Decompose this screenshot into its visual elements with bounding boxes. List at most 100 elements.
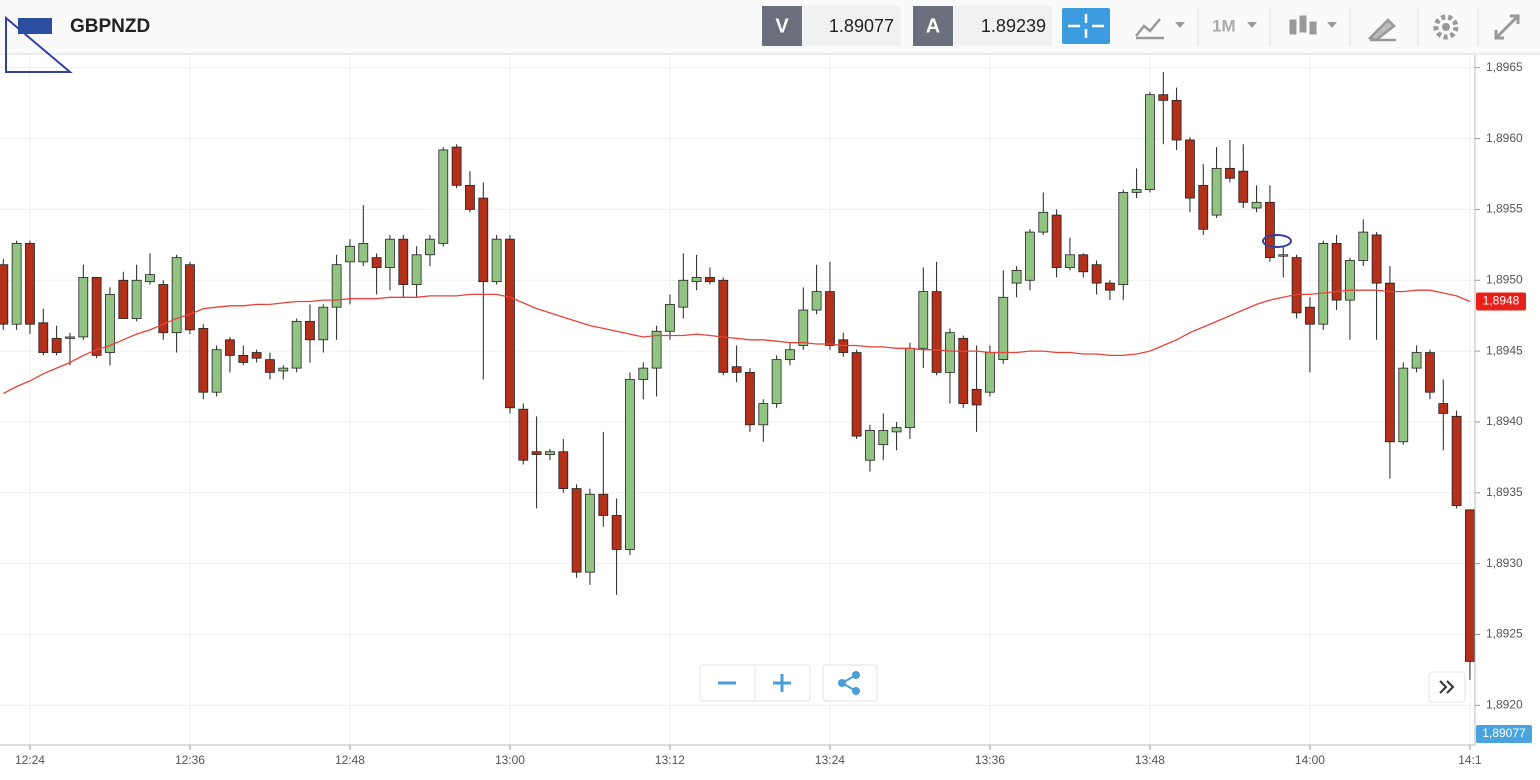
candle-body bbox=[865, 430, 875, 461]
dropdown-arrow bbox=[1175, 22, 1185, 28]
candle-body bbox=[491, 238, 502, 283]
ma-price-tag bbox=[1476, 292, 1526, 311]
candle-body bbox=[518, 408, 529, 461]
scroll-right-icon bbox=[1439, 680, 1455, 694]
moving-average-line bbox=[2, 289, 1471, 395]
candle-body bbox=[785, 349, 795, 361]
candle-body bbox=[678, 279, 689, 308]
candle-body bbox=[531, 451, 542, 455]
ma-price-label: 1,8948 bbox=[1483, 294, 1520, 308]
candle-body bbox=[998, 296, 1009, 361]
candle-body bbox=[1451, 415, 1462, 506]
y-tick-label: 1,8950 bbox=[1486, 272, 1523, 286]
candle-body bbox=[1118, 192, 1129, 285]
candle-body bbox=[398, 238, 409, 285]
candle-body bbox=[1131, 189, 1142, 193]
bid-letter: V bbox=[775, 15, 789, 37]
candle-body bbox=[798, 309, 809, 346]
candle-body bbox=[1011, 269, 1022, 284]
draw-icon[interactable] bbox=[1367, 18, 1396, 42]
highlight-marker bbox=[1262, 234, 1292, 248]
y-tick-label: 1,8925 bbox=[1486, 627, 1523, 641]
candle-icon[interactable] bbox=[1289, 15, 1317, 35]
grid bbox=[0, 55, 1475, 745]
candle-body bbox=[118, 279, 129, 319]
x-tick-label: 13:36 bbox=[975, 753, 1005, 767]
candle-body bbox=[505, 238, 515, 409]
candle-body bbox=[1251, 201, 1262, 209]
candle-body bbox=[11, 243, 22, 325]
bid-price-tag bbox=[1476, 725, 1532, 743]
zoom-in-button[interactable] bbox=[773, 674, 791, 692]
candle-body bbox=[131, 279, 142, 319]
x-tick-label: 13:24 bbox=[815, 753, 845, 767]
candle-body bbox=[1078, 254, 1089, 273]
candle-body bbox=[38, 322, 49, 353]
x-tick-label: 13:48 bbox=[1135, 753, 1165, 767]
candle-body bbox=[65, 336, 75, 339]
dropdown-arrow bbox=[1327, 22, 1337, 28]
bid-button[interactable] bbox=[762, 6, 802, 46]
x-tick-label: 12:48 bbox=[335, 753, 365, 767]
candle-body bbox=[958, 337, 969, 404]
x-tick-label: 14:00 bbox=[1295, 753, 1325, 767]
candle-body bbox=[305, 320, 315, 341]
candle-body bbox=[198, 328, 209, 393]
candle-body bbox=[211, 349, 222, 393]
candle-body bbox=[438, 149, 449, 244]
ask-price: 1.89239 bbox=[981, 16, 1046, 36]
crosshair-button[interactable] bbox=[1062, 8, 1110, 44]
candle-body bbox=[638, 367, 649, 380]
candle-body bbox=[1185, 139, 1195, 199]
candle-body bbox=[1438, 403, 1449, 414]
symbol: GBPNZD bbox=[70, 16, 150, 37]
candle-body bbox=[385, 238, 395, 268]
candle-body bbox=[1065, 254, 1075, 268]
candle-body bbox=[665, 303, 675, 332]
candle-body bbox=[731, 366, 742, 373]
candle-body bbox=[51, 337, 62, 353]
x-tick-label: 13:12 bbox=[655, 753, 685, 767]
candle-body bbox=[91, 277, 102, 356]
settings-icon-center bbox=[1442, 23, 1450, 31]
candle-body bbox=[411, 254, 422, 285]
ask-button[interactable] bbox=[913, 6, 953, 46]
candle-body bbox=[1425, 352, 1435, 393]
candle-body bbox=[1025, 231, 1035, 281]
timeframe[interactable]: 1M bbox=[1212, 16, 1236, 35]
dropdown-arrow bbox=[1247, 22, 1257, 28]
candle-body bbox=[1318, 243, 1329, 325]
candle-body bbox=[318, 306, 329, 341]
candle-body bbox=[251, 352, 262, 359]
candle-body bbox=[745, 371, 755, 426]
candle-body bbox=[1465, 509, 1475, 662]
candle-body bbox=[545, 451, 555, 455]
bid-box bbox=[803, 6, 901, 46]
y-tick-label: 1,8955 bbox=[1486, 202, 1523, 216]
candle-body bbox=[611, 515, 622, 550]
candle-body bbox=[1238, 170, 1249, 203]
share-button[interactable] bbox=[822, 664, 878, 702]
bid-price-label: 1,89077 bbox=[1482, 726, 1526, 740]
candle-body bbox=[465, 184, 475, 210]
candle-body bbox=[105, 294, 115, 353]
candle-body bbox=[0, 264, 9, 325]
x-tick-label: 14:1 bbox=[1458, 753, 1482, 767]
candle-body bbox=[278, 367, 289, 372]
candle-body bbox=[811, 291, 822, 311]
candle-body bbox=[1105, 282, 1115, 291]
y-tick-label: 1,8940 bbox=[1486, 414, 1523, 428]
corner-marker bbox=[5, 15, 73, 73]
candle-body bbox=[1385, 282, 1395, 443]
candle-body bbox=[145, 274, 155, 283]
candle-body bbox=[1305, 306, 1315, 325]
chart-type-icon[interactable] bbox=[1135, 18, 1164, 40]
crosshair-icon bbox=[1068, 14, 1104, 38]
ask-letter: A bbox=[926, 15, 940, 37]
fullscreen-icon[interactable] bbox=[1494, 14, 1520, 40]
candle-body bbox=[1225, 167, 1235, 179]
candle-body bbox=[345, 245, 355, 263]
candle-body bbox=[225, 339, 235, 356]
candle-body bbox=[451, 146, 462, 186]
settings-icon[interactable] bbox=[1433, 14, 1459, 40]
